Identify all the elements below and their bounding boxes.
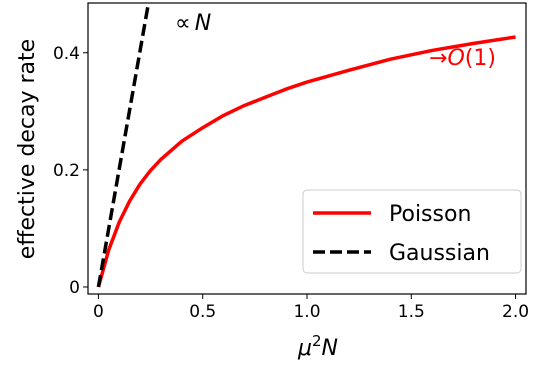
annotation-order-one: →O(1) bbox=[429, 46, 496, 71]
annotation-proportional: ∝ N bbox=[175, 11, 211, 36]
y-axis-label: effective decay rate bbox=[15, 39, 40, 259]
x-axis-label-n: N bbox=[322, 336, 338, 361]
series-layer bbox=[96, 3, 516, 288]
annotation-order-one-var: O bbox=[447, 46, 464, 71]
annotation-proportional-var: N bbox=[195, 11, 211, 36]
y-ticks: 0 0.2 0.4 bbox=[53, 44, 88, 298]
x-axis-label-sup: 2 bbox=[312, 332, 322, 350]
legend-label-gaussian: Gaussian bbox=[389, 241, 490, 266]
legend: Poisson Gaussian bbox=[302, 189, 522, 274]
annotation-order-one-arrow: → bbox=[429, 46, 447, 71]
x-ticks: 0 0.5 1.0 1.5 2.0 bbox=[93, 294, 529, 322]
annotation-proportional-symbol: ∝ bbox=[175, 11, 191, 36]
annotation-order-one-suffix: (1) bbox=[465, 46, 496, 71]
x-tick-label: 1.5 bbox=[398, 302, 425, 322]
y-tick-label: 0 bbox=[69, 278, 80, 298]
series-line-gaussian bbox=[96, 3, 151, 288]
x-tick-label: 2.0 bbox=[502, 302, 529, 322]
y-tick-label: 0.4 bbox=[53, 44, 80, 64]
legend-label-poisson: Poisson bbox=[389, 202, 471, 227]
x-tick-label: 1.0 bbox=[293, 302, 320, 322]
series-line-poisson bbox=[96, 35, 516, 288]
x-tick-label: 0 bbox=[93, 302, 104, 322]
y-tick-label: 0.2 bbox=[53, 161, 80, 181]
x-axis-label-mu: μ bbox=[297, 336, 312, 361]
x-tick-label: 0.5 bbox=[189, 302, 216, 322]
x-axis-label: μ2N bbox=[297, 332, 338, 361]
